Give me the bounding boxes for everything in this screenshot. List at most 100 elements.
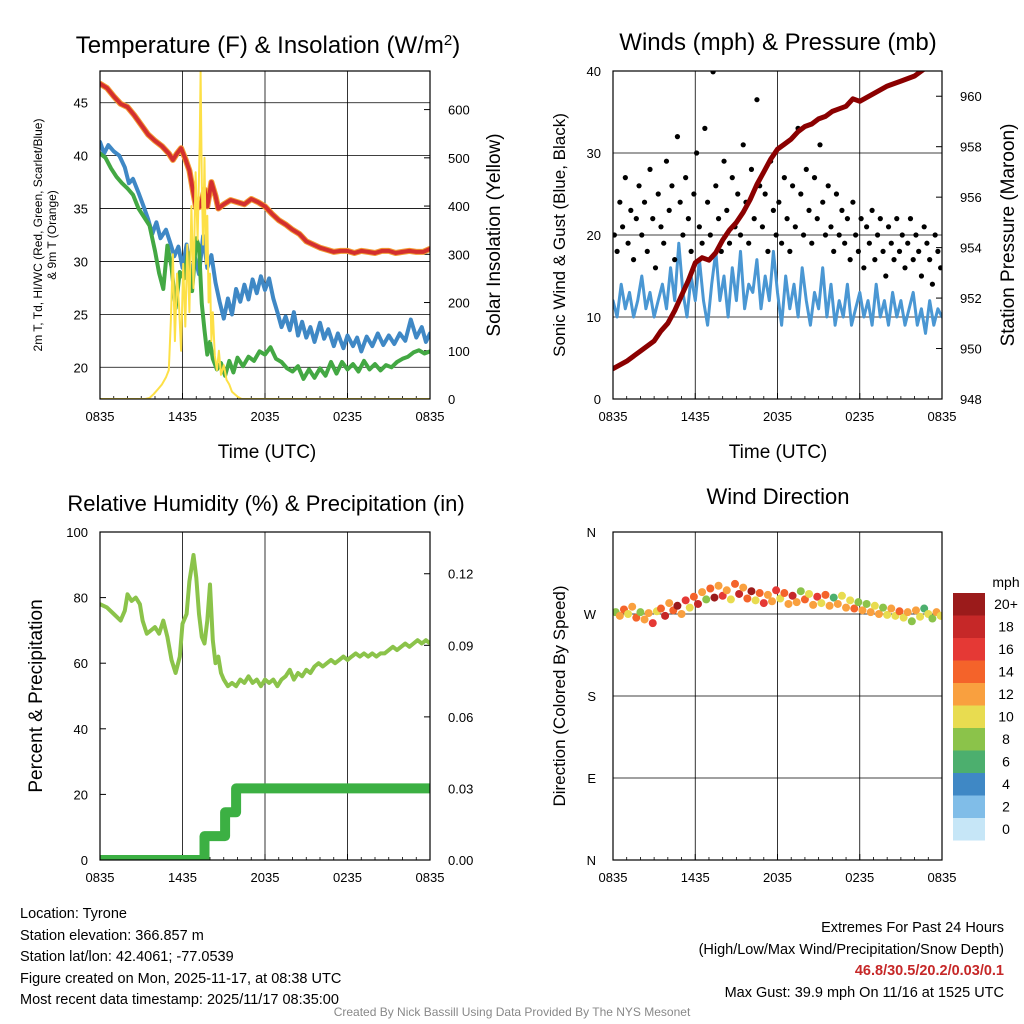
- humidity-x-tick-label: 0235: [333, 870, 362, 885]
- gust-point: [907, 216, 914, 222]
- colorbar-label: 10: [998, 709, 1014, 725]
- gust-point: [861, 265, 867, 271]
- extremes-heading: Extremes For Past 24 Hours: [821, 920, 1004, 936]
- direction-point: [710, 593, 719, 602]
- direction-point: [714, 581, 723, 590]
- direction-point: [887, 604, 896, 613]
- colorbar-swatch: [953, 795, 985, 818]
- humidity-x-tick-label: 1435: [168, 870, 197, 885]
- wind-y-label: Sonic Wind & Gust (Blue, Black): [550, 113, 569, 357]
- gust-point: [880, 248, 886, 254]
- direction-point: [862, 599, 871, 608]
- direction-points: [613, 579, 942, 628]
- gust-point: [663, 158, 670, 164]
- gust-point: [619, 224, 626, 230]
- gust-point: [894, 216, 900, 222]
- temperature-x-tick-label: 0235: [333, 409, 362, 424]
- gust-point: [770, 207, 776, 213]
- gust-point: [864, 224, 870, 230]
- temperature-x-tick-label: 0835: [416, 409, 445, 424]
- gust-point: [694, 150, 700, 156]
- gust-point: [847, 257, 853, 263]
- gust-point: [784, 216, 790, 222]
- direction-point: [644, 609, 653, 618]
- gust-point: [905, 240, 911, 246]
- direction-point: [895, 607, 904, 616]
- direction-x-tick-label: 1435: [681, 870, 710, 885]
- direction-point: [854, 598, 863, 607]
- wind-title: Winds (mph) & Pressure (mb): [619, 29, 936, 56]
- gust-point: [672, 257, 678, 263]
- gust-point: [844, 216, 851, 222]
- winds-x-tick-label: 2035: [763, 409, 792, 424]
- gust-point: [754, 97, 760, 103]
- wind-y2-tick-label: 954: [960, 241, 982, 256]
- gust-point: [842, 240, 848, 246]
- temp-y-label: 2m T, Td, HI/WC (Red, Green, Scarlet/Blu…: [31, 119, 59, 352]
- wind-y2-tick-label: 952: [960, 291, 982, 306]
- gust-point: [655, 191, 661, 197]
- gust-point: [688, 248, 694, 254]
- direction-point: [788, 591, 797, 600]
- rh-y2-tick-label: 0.09: [448, 638, 473, 653]
- gust-point: [825, 183, 831, 189]
- direction-x-tick-label: 0835: [928, 870, 957, 885]
- direction-point: [743, 594, 752, 603]
- gust-point: [748, 166, 755, 172]
- created-text: Figure created on Mon, 2025-11-17, at 08…: [20, 970, 342, 987]
- temp-series-heat-index-wind-chill: [100, 139, 430, 354]
- direction-x-tick-label: 0235: [845, 870, 874, 885]
- direction-point: [916, 612, 925, 621]
- dir-y-tick-label: S: [587, 689, 596, 704]
- colorbar-label: 12: [998, 686, 1014, 702]
- direction-point: [722, 586, 731, 595]
- direction-point: [936, 611, 942, 620]
- temp-y-tick-label: 30: [74, 254, 88, 269]
- credit-text: Created By Nick Bassill Using Data Provi…: [333, 1005, 691, 1019]
- direction-point: [632, 613, 641, 622]
- gust-point: [850, 199, 856, 205]
- colorbar-label: 18: [998, 619, 1014, 635]
- rh-series-relative-humidity: [100, 553, 430, 689]
- latlon-text: Station lat/lon: 42.4061; -77.0539: [20, 949, 234, 965]
- gust-point: [628, 207, 634, 213]
- gust-point: [746, 240, 752, 246]
- gust-point: [707, 232, 713, 238]
- colorbar-swatch: [953, 615, 985, 638]
- temp-series-2m-dewpoint: [100, 151, 430, 381]
- direction-point: [706, 584, 715, 593]
- gust-point: [650, 216, 656, 222]
- wind-y2-tick-label: 956: [960, 190, 982, 205]
- gust-point: [666, 207, 672, 213]
- gust-point: [809, 240, 815, 246]
- gust-point: [710, 71, 716, 75]
- gust-point: [613, 232, 617, 238]
- direction-point: [911, 606, 920, 615]
- wind-y2-tick-label: 960: [960, 89, 982, 104]
- rh-y-tick-label: 60: [74, 656, 88, 671]
- gust-point: [614, 248, 620, 254]
- rh-y2-tick-label: 0.03: [448, 781, 473, 796]
- direction-point: [755, 589, 764, 598]
- gust-point: [751, 216, 757, 222]
- gust-point: [798, 191, 804, 197]
- gust-point: [811, 175, 818, 181]
- gust-point: [647, 166, 653, 172]
- colorbar-label: 16: [998, 641, 1014, 657]
- gust-point: [792, 224, 798, 230]
- colorbar-label: 2: [1002, 799, 1010, 815]
- gust-point: [913, 232, 919, 238]
- gust-point: [929, 281, 936, 287]
- colorbar-swatch: [953, 683, 985, 706]
- direction-point: [751, 596, 760, 605]
- gust-point: [789, 183, 796, 189]
- direction-point: [829, 593, 838, 602]
- colorbar-swatch: [953, 818, 985, 841]
- direction-point: [928, 614, 937, 623]
- winds-x-tick-label: 0235: [845, 409, 874, 424]
- gust-point: [617, 199, 623, 205]
- gust-point: [762, 191, 768, 197]
- temp-y-tick-label: 20: [74, 360, 88, 375]
- gust-point: [677, 199, 683, 205]
